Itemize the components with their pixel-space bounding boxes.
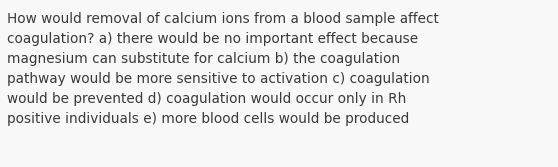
Text: How would removal of calcium ions from a blood sample affect
coagulation? a) the: How would removal of calcium ions from a… — [7, 12, 439, 126]
